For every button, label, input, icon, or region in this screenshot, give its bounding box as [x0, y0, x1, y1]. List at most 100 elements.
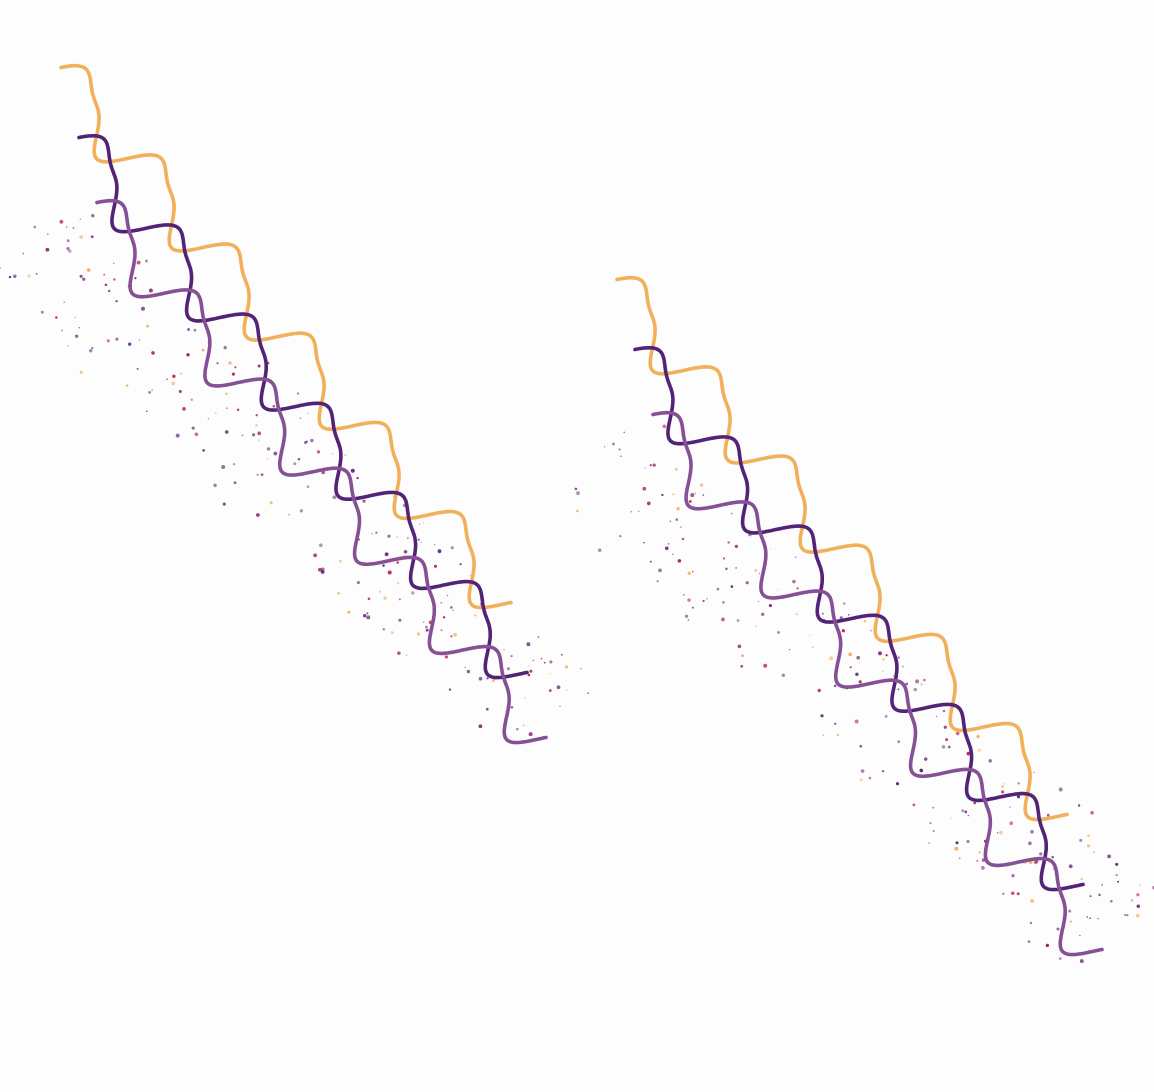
scatter-dot — [201, 348, 205, 352]
scatter-dot — [860, 769, 865, 773]
scatter-dot — [858, 661, 861, 664]
scatter-dot — [758, 572, 761, 575]
scatter-dot — [928, 842, 930, 844]
scatter-dot — [524, 697, 526, 699]
scatter-dot — [822, 734, 824, 736]
scatter-dot — [82, 277, 86, 281]
scatter-dot — [912, 803, 916, 807]
scatter-dot — [885, 654, 888, 657]
scatter-dot — [1115, 862, 1119, 866]
scatter-dot — [955, 731, 960, 736]
scatter-dot — [576, 491, 580, 495]
scatter-dot — [145, 259, 148, 263]
scatter-dot — [794, 556, 797, 559]
scatter-dot — [649, 560, 652, 563]
scatter-dot — [450, 606, 453, 609]
scatter-dot — [964, 810, 968, 814]
scatter-dot — [694, 492, 697, 495]
scatter-dot — [178, 390, 182, 393]
scatter-dot — [288, 513, 290, 516]
scatter-dot — [796, 587, 799, 590]
right-wave-panel — [574, 275, 1154, 964]
scatter-dot — [257, 431, 262, 436]
scatter-dot — [450, 635, 453, 638]
scatter-dot — [725, 567, 728, 571]
scatter-dot — [269, 501, 273, 505]
scatter-dot — [22, 252, 25, 255]
scatter-dot — [179, 372, 183, 375]
scatter-dot — [166, 378, 168, 380]
scatter-dot — [675, 518, 679, 521]
scatter-dot — [848, 652, 853, 657]
scatter-dot — [1086, 916, 1089, 918]
scatter-dot — [943, 725, 947, 729]
scatter-dot — [559, 705, 561, 708]
scatter-dot — [1079, 959, 1084, 964]
scatter-dot — [677, 559, 682, 563]
scatter-dot — [532, 659, 534, 662]
scatter-dot — [734, 544, 739, 549]
scatter-dot — [736, 619, 740, 622]
scatter-dot — [913, 687, 918, 692]
scatter-dot — [66, 239, 70, 243]
scatter-dot — [611, 442, 616, 446]
scatter-dot — [769, 548, 772, 550]
scatter-dot — [45, 247, 50, 252]
scatter-dot — [387, 570, 392, 575]
scatter-dot — [843, 602, 846, 605]
scatter-dot — [255, 424, 258, 427]
scatter-dot — [452, 609, 454, 612]
scatter-dot — [187, 327, 191, 332]
scatter-dot — [207, 418, 210, 420]
scatter-dot — [91, 214, 95, 218]
scatter-dot — [722, 557, 726, 560]
scatter-dot — [469, 574, 471, 577]
scatter-dot — [318, 543, 323, 548]
scatter-dot — [781, 673, 786, 678]
scatter-dot — [79, 370, 83, 374]
scatter-dot — [405, 654, 408, 657]
scatter-dot — [256, 473, 259, 476]
scatter-dot — [256, 513, 260, 517]
scatter-dot — [895, 782, 900, 786]
scatter-dot — [706, 597, 709, 600]
scatter-dot — [63, 301, 65, 303]
scatter-dot — [882, 657, 885, 661]
scatter-dot — [1058, 787, 1063, 792]
scatter-dot — [1056, 927, 1060, 931]
scatter-dot — [35, 272, 38, 275]
scatter-dot — [672, 553, 674, 556]
scatter-dot — [257, 439, 260, 441]
scatter-dot — [420, 541, 422, 544]
scatter-dot — [549, 689, 552, 692]
scatter-dot — [491, 679, 495, 682]
scatter-dot — [171, 381, 176, 386]
scatter-dot — [459, 563, 462, 566]
scatter-dot — [672, 493, 675, 496]
scatter-dot — [618, 448, 621, 451]
scatter-dot — [680, 526, 682, 528]
scatter-dot — [1117, 880, 1120, 883]
scatter-dot — [966, 839, 970, 844]
scatter-dot — [945, 738, 949, 742]
scatter-dot — [79, 274, 83, 278]
scatter-dot — [905, 682, 909, 686]
scatter-dot — [1002, 892, 1005, 896]
scatter-dot — [941, 745, 946, 749]
scatter-dot — [313, 553, 318, 558]
mid-purple-strand — [95, 198, 548, 745]
scatter-dot — [232, 463, 236, 466]
scatter-dot — [598, 548, 602, 552]
scatter-dot — [543, 661, 546, 664]
scatter-dots — [574, 424, 1154, 964]
gold-strand — [59, 63, 513, 610]
scatter-dot — [795, 613, 798, 616]
scatter-dot — [371, 532, 374, 535]
scatter-dot — [397, 651, 401, 655]
scatter-dot — [257, 364, 261, 368]
scatter-dot — [90, 235, 94, 239]
scatter-dot — [996, 832, 999, 834]
scatter-dot — [817, 688, 821, 693]
scatter-dot — [332, 495, 337, 500]
scatter-dot — [226, 407, 228, 409]
